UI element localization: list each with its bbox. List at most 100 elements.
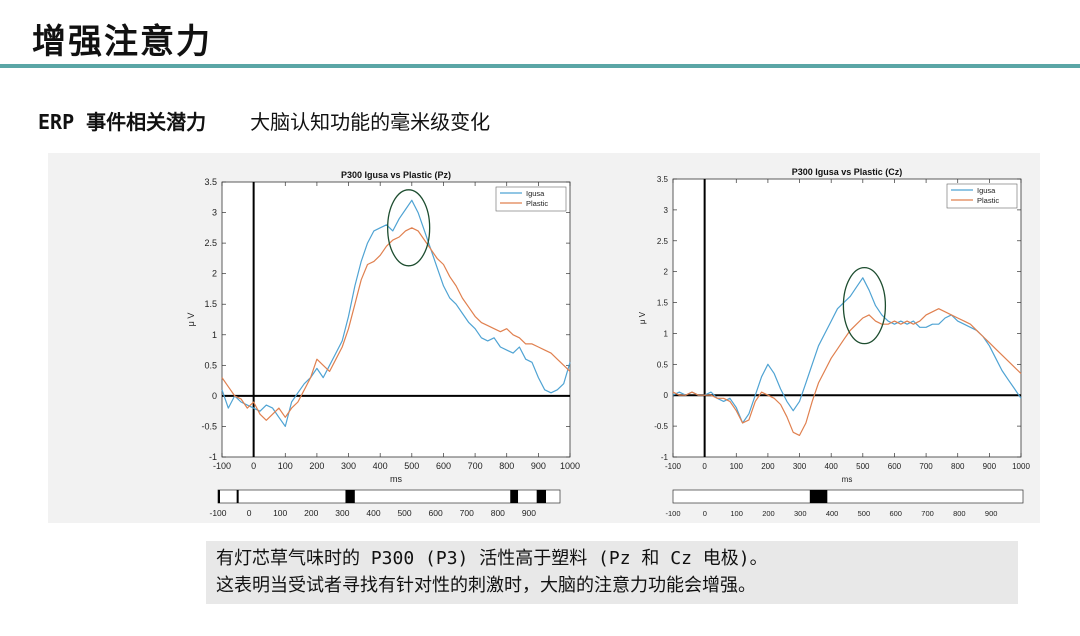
significance-tick-label: 700 [921,509,934,518]
significance-tick-label: 500 [858,509,871,518]
p300-highlight-circle [842,266,887,345]
x-tick-label: 500 [856,462,870,471]
significance-mark [510,490,519,503]
legend-box [495,186,567,212]
significance-tick-label: 300 [335,508,349,518]
x-tick-label: 700 [468,461,483,471]
x-tick-label: 500 [404,461,419,471]
x-tick-label: 0 [251,461,256,471]
significance-tick-label: 0 [247,508,252,518]
significance-mark [345,490,355,503]
y-tick-label: 1.5 [204,299,217,309]
x-tick-label: 600 [888,462,902,471]
x-tick-label: 200 [309,461,324,471]
x-tick-label: 800 [499,461,514,471]
y-axis-label: μ V [638,311,647,324]
subtitle-description: 大脑认知功能的毫米级变化 [250,110,491,134]
significance-tick-label: 500 [397,508,411,518]
significance-bar [217,489,561,504]
series-line-plastic [672,308,1022,436]
erp-charts: P300 Igusa vs Plastic (Pz) -1 -0.5 0 0.5 1 1.5… [186,167,1030,518]
page-title: 增强注意力 [32,22,212,62]
title-divider [0,64,1080,68]
y-tick-label: 2 [212,269,217,279]
y-tick-label: 1 [664,329,669,338]
y-tick-label: -0.5 [654,422,668,431]
y-tick-label: -0.5 [201,421,217,431]
significance-mark [218,490,220,503]
legend-label: Plastic [526,199,548,208]
y-tick-label: 0 [212,391,217,401]
series-line-plastic [221,227,571,421]
y-tick-label: 3 [664,206,669,215]
y-tick-label: 2.5 [204,238,217,248]
chart-pz: P300 Igusa vs Plastic (Pz) -1 -0.5 0 0.5 1 1.5… [186,170,580,518]
significance-tick-label: 400 [366,508,380,518]
p300-highlight-circle [387,189,431,267]
y-tick-label: 3.5 [657,175,669,184]
x-tick-label: 200 [761,462,775,471]
significance-tick-label: 800 [491,508,505,518]
significance-tick-label: 200 [762,509,775,518]
significance-tick-label: 700 [460,508,474,518]
subtitle-erp: ERP 事件相关潜力 [38,110,207,134]
significance-tick-label: 400 [826,509,839,518]
x-tick-label: 700 [919,462,933,471]
significance-tick-label: 900 [985,509,998,518]
x-tick-label: 400 [373,461,388,471]
legend-label: Plastic [977,196,999,205]
x-axis-label: ms [842,475,853,484]
x-axis-label: ms [390,474,402,484]
significance-tick-label: 600 [429,508,443,518]
chart-title: P300 Igusa vs Plastic (Pz) [341,170,451,180]
y-tick-label: 0 [664,391,669,400]
y-tick-label: 2 [664,268,669,277]
x-tick-label: 400 [825,462,839,471]
caption-box: 有灯芯草气味时的 P300 (P3) 活性高于塑料 (Pz 和 Cz 电极)。 … [206,541,1018,604]
x-tick-label: 300 [341,461,356,471]
caption-line-1: 有灯芯草气味时的 P300 (P3) 活性高于塑料 (Pz 和 Cz 电极)。 [216,548,768,569]
y-tick-label: 3 [212,208,217,218]
y-tick-label: 0.5 [204,360,217,370]
x-tick-label: 1000 [560,461,580,471]
significance-mark [809,490,828,503]
y-tick-label: 0.5 [657,360,669,369]
significance-tick-label: -100 [665,509,680,518]
significance-tick-label: 0 [703,509,707,518]
erp-figure: P300 Igusa vs Plastic (Pz) -1 -0.5 0 0.5 1 1.5… [48,153,1040,523]
legend-label: Igusa [526,189,545,198]
chart-title: P300 Igusa vs Plastic (Cz) [792,167,903,177]
x-tick-label: -100 [213,461,231,471]
series-line-igusa [672,277,1022,424]
x-tick-label: 800 [951,462,965,471]
significance-mark [536,490,547,503]
y-tick-label: 1.5 [657,299,669,308]
significance-tick-label: 900 [522,508,536,518]
y-tick-label: -1 [661,453,669,462]
significance-bar [672,489,1024,504]
y-tick-label: 3.5 [204,177,217,187]
caption-line-2: 这表明当受试者寻找有针对性的刺激时，大脑的注意力功能会增强。 [216,575,756,596]
significance-tick-label: 100 [730,509,743,518]
x-tick-label: 900 [531,461,546,471]
chart-cz: P300 Igusa vs Plastic (Cz) -1 -0.5 0 0.5 1 1.5… [638,167,1030,518]
legend-box [946,183,1018,209]
y-tick-label: 2.5 [657,237,669,246]
x-tick-label: 1000 [1012,462,1030,471]
subtitle: ERP 事件相关潜力 大脑认知功能的毫米级变化 [38,106,490,135]
y-tick-label: -1 [209,452,217,462]
significance-tick-label: -100 [209,508,226,518]
y-axis-label: μ V [186,313,196,327]
series-line-igusa [221,199,571,427]
x-tick-label: 900 [983,462,997,471]
x-tick-label: 100 [278,461,293,471]
significance-tick-label: 300 [794,509,807,518]
legend-label: Igusa [977,186,996,195]
plot-area [672,178,1022,458]
plot-area [221,181,571,458]
significance-mark [236,490,239,503]
x-tick-label: 0 [702,462,707,471]
x-tick-label: 100 [730,462,744,471]
x-tick-label: 300 [793,462,807,471]
x-tick-label: -100 [665,462,682,471]
